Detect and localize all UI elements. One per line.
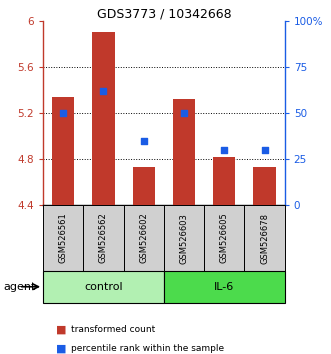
Text: GSM526605: GSM526605 <box>220 213 229 263</box>
Bar <box>43 271 164 303</box>
Text: transformed count: transformed count <box>71 325 156 334</box>
Title: GDS3773 / 10342668: GDS3773 / 10342668 <box>97 7 231 20</box>
Point <box>101 88 106 94</box>
Bar <box>213 157 235 205</box>
Text: GSM526603: GSM526603 <box>179 213 188 263</box>
Bar <box>52 97 74 205</box>
Text: GSM526602: GSM526602 <box>139 213 148 263</box>
Point <box>141 138 146 144</box>
Text: control: control <box>84 282 123 292</box>
Bar <box>43 205 83 271</box>
Point <box>61 110 66 116</box>
Bar <box>133 167 155 205</box>
Bar <box>204 205 244 271</box>
Bar <box>164 271 285 303</box>
Bar <box>92 32 115 205</box>
Text: agent: agent <box>3 282 36 292</box>
Text: GSM526562: GSM526562 <box>99 213 108 263</box>
Text: GSM526561: GSM526561 <box>59 213 68 263</box>
Point <box>221 147 227 153</box>
Text: ■: ■ <box>56 344 67 354</box>
Text: IL-6: IL-6 <box>214 282 234 292</box>
Bar <box>244 205 285 271</box>
Text: GSM526678: GSM526678 <box>260 212 269 264</box>
Bar <box>83 205 123 271</box>
Point <box>181 110 187 116</box>
Text: ■: ■ <box>56 324 67 334</box>
Bar <box>123 205 164 271</box>
Bar <box>254 167 276 205</box>
Bar <box>173 99 195 205</box>
Point <box>262 147 267 153</box>
Text: percentile rank within the sample: percentile rank within the sample <box>71 344 224 353</box>
Bar <box>164 205 204 271</box>
